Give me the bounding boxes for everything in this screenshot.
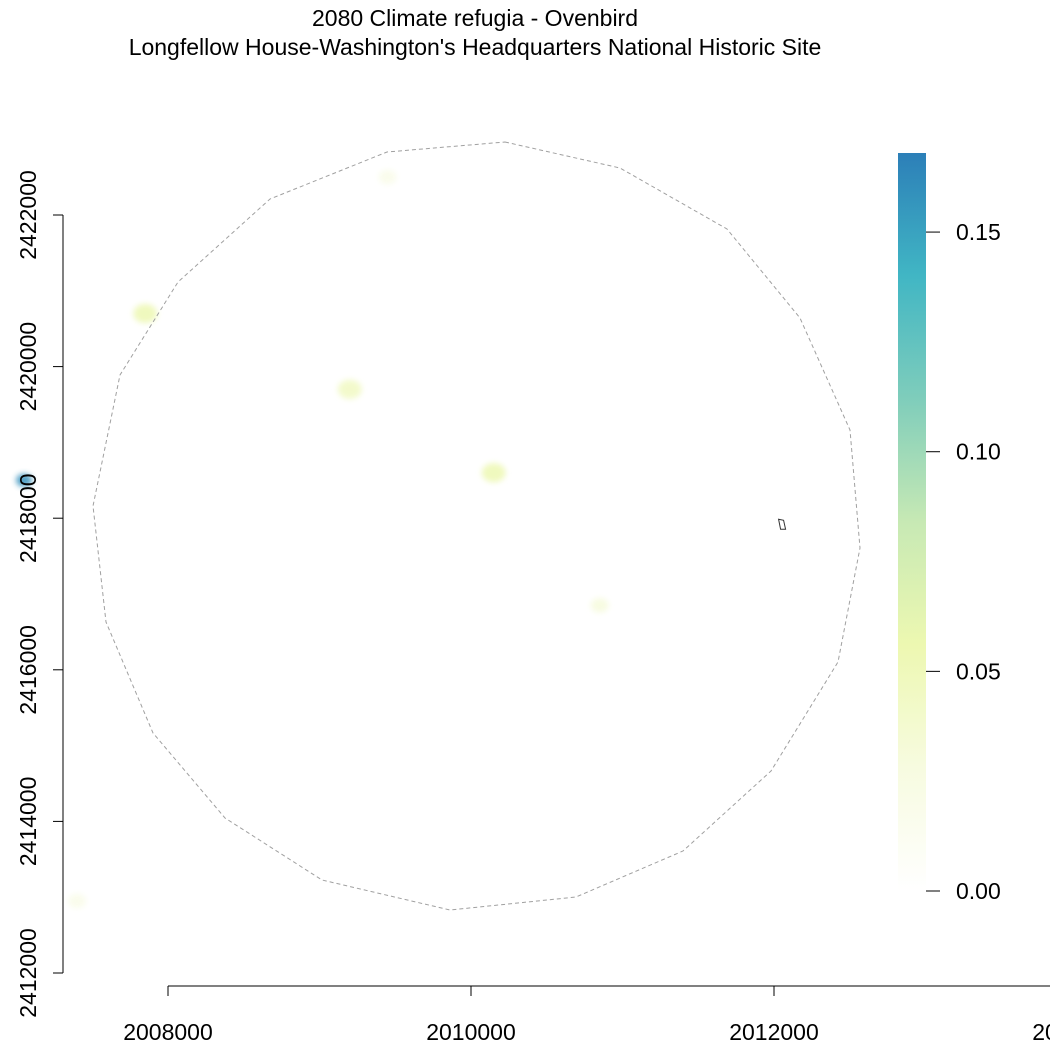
title-line-2: Longfellow House-Washington's Headquarte… bbox=[128, 34, 822, 60]
y-tick-label: 2418000 bbox=[15, 473, 41, 563]
refugia-patch bbox=[378, 169, 397, 185]
x-tick-label: 2010000 bbox=[426, 1019, 516, 1045]
x-tick-label: 2008000 bbox=[123, 1019, 213, 1045]
y-tick-label: 2420000 bbox=[15, 322, 41, 412]
refugia-patch bbox=[590, 598, 609, 613]
legend-tick-label: 0.05 bbox=[956, 658, 1001, 684]
y-axis: 2412000 2414000 2416000 2418000 2420000 24220… bbox=[15, 170, 64, 1018]
refugia-patch bbox=[16, 473, 33, 487]
x-tick-label: 2014000 bbox=[1032, 1019, 1050, 1045]
y-tick-label: 2414000 bbox=[15, 777, 41, 867]
park-boundary bbox=[777, 518, 787, 530]
legend-axis: 0.00 0.05 0.10 0.15 bbox=[926, 219, 1001, 904]
x-axis: 20080002010000201200020140002016000 bbox=[123, 985, 1050, 1045]
legend-tick-label: 0.10 bbox=[956, 439, 1001, 465]
refugia-patch bbox=[481, 463, 506, 483]
buffer-boundary bbox=[92, 141, 861, 911]
refugia-patch bbox=[68, 893, 87, 909]
refugia-patches bbox=[16, 169, 609, 909]
legend-tick-label: 0.15 bbox=[956, 219, 1001, 245]
refugia-patch bbox=[337, 379, 362, 399]
x-tick-label: 2012000 bbox=[729, 1019, 819, 1045]
title-line-1: 2080 Climate refugia - Ovenbird bbox=[312, 5, 638, 31]
y-tick-label: 2416000 bbox=[15, 625, 41, 715]
y-tick-label: 2412000 bbox=[15, 928, 41, 1018]
y-tick-label: 2422000 bbox=[15, 170, 41, 260]
plot-title: 2080 Climate refugia - Ovenbird Longfell… bbox=[0, 4, 950, 62]
legend-color-bar bbox=[898, 153, 926, 891]
refugia-patch bbox=[133, 303, 158, 324]
legend-tick-label: 0.00 bbox=[956, 878, 1001, 904]
